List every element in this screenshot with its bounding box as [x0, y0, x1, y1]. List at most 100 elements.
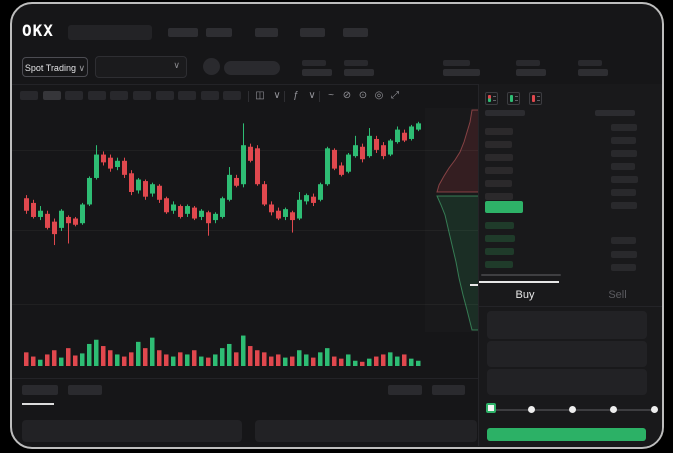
candle-body [101, 154, 106, 163]
bid-price-row[interactable] [485, 248, 514, 255]
line-type-icon[interactable]: ~ [328, 90, 334, 101]
amount-row[interactable] [611, 150, 637, 157]
indicators-icon[interactable]: ƒ [293, 90, 299, 101]
chart-gridline [12, 230, 480, 231]
amount-input-placeholder[interactable] [487, 341, 647, 367]
price-input-placeholder[interactable] [487, 311, 647, 339]
bottom-action-placeholder[interactable] [388, 385, 422, 395]
timeframe-chip-placeholder[interactable] [133, 91, 151, 100]
total-input-placeholder[interactable] [487, 369, 647, 395]
volume-bar [185, 354, 190, 366]
volume-bar [409, 358, 414, 366]
amount-row[interactable] [611, 137, 636, 144]
timeframe-chip-placeholder[interactable] [110, 91, 129, 100]
bottom-field-placeholder[interactable] [255, 420, 477, 442]
ask-price-row[interactable] [485, 141, 512, 148]
toolbar-divider [319, 91, 320, 102]
volume-bar [31, 356, 36, 366]
book-asks-icon[interactable] [529, 92, 542, 105]
timeframe-chip-placeholder[interactable] [65, 91, 84, 100]
volume-bar [395, 356, 400, 366]
nav-item-placeholder[interactable] [206, 28, 232, 37]
active-tab-indicator [479, 281, 559, 283]
timeframe-chip-placeholder[interactable] [223, 91, 242, 100]
timeframe-chip-placeholder[interactable] [20, 91, 38, 100]
amount-row[interactable] [611, 176, 638, 183]
candle-body [108, 157, 113, 169]
nav-item-placeholder[interactable] [168, 28, 198, 37]
volume-bar [339, 358, 344, 366]
slider-stop-75[interactable] [610, 406, 617, 413]
ticker-stat-label-placeholder [578, 60, 602, 66]
ticker-stat-value-placeholder [443, 69, 480, 76]
tab-buy[interactable]: Buy [515, 289, 535, 301]
ask-price-row[interactable] [485, 180, 512, 187]
last-price-highlight[interactable] [485, 201, 523, 213]
book-bids-icon[interactable] [507, 92, 520, 105]
ticker-stat-value-placeholder [302, 69, 332, 76]
volume-bar [213, 354, 218, 366]
orderbook-amount-header-placeholder [595, 110, 635, 116]
ask-price-row[interactable] [485, 128, 513, 135]
volume-bar [227, 343, 232, 366]
bid-price-row[interactable] [485, 261, 513, 268]
candlestick-chart[interactable] [12, 108, 480, 374]
amount-row[interactable] [611, 250, 637, 258]
bottom-field-placeholder[interactable] [22, 420, 242, 442]
bid-price-row[interactable] [485, 235, 515, 242]
chevron-down-icon[interactable]: ∨ [273, 90, 281, 101]
candle-body [248, 146, 253, 161]
orderbook-scrollbar[interactable] [481, 274, 561, 276]
candle-body [332, 149, 337, 169]
compare-icon[interactable]: ⊘ [342, 90, 352, 101]
market-type-dropdown[interactable]: Spot Trading ∨ [22, 57, 88, 77]
bottom-tab-placeholder[interactable] [68, 385, 102, 395]
candle-body [304, 195, 309, 202]
ask-price-row[interactable] [485, 167, 513, 174]
timeframe-chip-placeholder[interactable] [200, 91, 219, 100]
pair-dropdown[interactable]: ∨ [95, 56, 187, 78]
volume-bar [157, 350, 162, 366]
nav-item-placeholder[interactable] [343, 28, 368, 37]
fullscreen-icon[interactable]: ⤢ [391, 90, 399, 101]
chevron-down-icon[interactable]: ∨ [308, 90, 316, 101]
ask-price-row[interactable] [485, 193, 513, 200]
bottom-action-placeholder[interactable] [432, 385, 465, 395]
amount-slider-handle[interactable] [486, 403, 496, 413]
volume-bar [353, 360, 358, 366]
pair-search-placeholder[interactable] [68, 25, 152, 40]
amount-row[interactable] [611, 237, 636, 244]
buy-submit-button[interactable] [487, 428, 646, 441]
nav-item-placeholder[interactable] [300, 28, 325, 37]
volume-bar [101, 346, 106, 366]
candle-body [276, 210, 281, 219]
amount-row[interactable] [611, 124, 637, 131]
amount-row[interactable] [611, 163, 635, 170]
slider-stop-100[interactable] [651, 406, 658, 413]
timeframe-chip-placeholder[interactable] [155, 91, 174, 100]
ticker-stat-label-placeholder [344, 60, 368, 66]
nav-item-placeholder[interactable] [255, 28, 278, 37]
amount-row[interactable] [611, 189, 636, 196]
timeframe-chip-placeholder[interactable] [42, 91, 61, 100]
candle-body [178, 206, 183, 217]
bid-price-row[interactable] [485, 222, 514, 229]
amount-row[interactable] [611, 202, 637, 209]
candle-wick [292, 210, 293, 233]
volume-bar [360, 361, 365, 366]
candle-style-icon[interactable]: ◫ [255, 90, 265, 101]
timeframe-chip-placeholder[interactable] [178, 91, 197, 100]
slider-stop-50[interactable] [569, 406, 576, 413]
volume-bar [199, 356, 204, 366]
settings-icon[interactable]: ◎ [374, 90, 384, 101]
volume-bar [220, 348, 225, 366]
amount-row[interactable] [611, 264, 636, 271]
bottom-tab-placeholder-active[interactable] [22, 385, 58, 395]
book-combined-icon[interactable] [485, 92, 498, 105]
tab-sell[interactable]: Sell [608, 289, 627, 301]
slider-stop-25[interactable] [528, 406, 535, 413]
candle-wick [68, 215, 69, 244]
camera-icon[interactable]: ⊙ [358, 90, 368, 101]
ask-price-row[interactable] [485, 154, 513, 161]
timeframe-chip-placeholder[interactable] [87, 91, 106, 100]
